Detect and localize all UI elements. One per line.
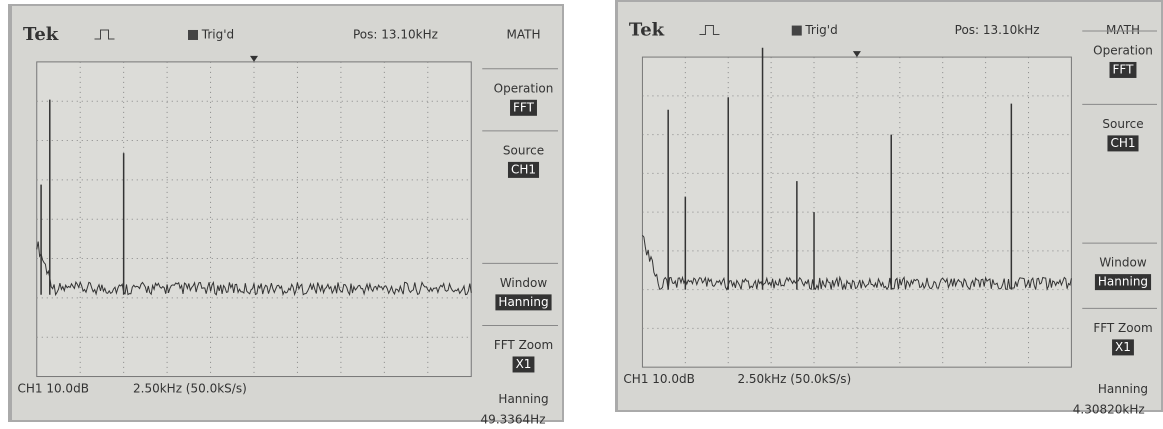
menu-label: FFT Zoom	[1093, 321, 1152, 335]
trig-icon	[791, 25, 802, 36]
menu-value: Hanning	[498, 295, 548, 309]
trigger-status: Trig'd	[804, 23, 837, 37]
menu-value: FFT	[1113, 62, 1135, 76]
trigger-status: Trig'd	[201, 27, 234, 41]
trigger-marker	[250, 55, 258, 62]
menu-label: Operation	[1093, 43, 1153, 57]
channel-scale: CH1 10.0dB	[18, 381, 89, 395]
menu-label: Source	[1102, 117, 1143, 131]
menu-label: Source	[503, 143, 544, 157]
spectrum-trace	[642, 234, 1072, 291]
pulse-icon	[94, 29, 115, 40]
window-name: Hanning	[498, 392, 548, 406]
menu-value-box	[1112, 339, 1134, 356]
pulse-icon	[699, 25, 720, 36]
menu-label: Window	[500, 276, 548, 290]
menu-value-box	[512, 356, 535, 373]
menu-label: Window	[1099, 256, 1147, 270]
menu-title: MATH	[507, 27, 541, 41]
menu-value: FFT	[513, 100, 535, 114]
menu-title: MATH	[1106, 23, 1140, 37]
menu-value-box	[1109, 61, 1137, 78]
trig-icon	[188, 29, 198, 40]
trigger-marker	[852, 51, 861, 58]
menu-value-box	[495, 294, 552, 311]
brand: Tek	[23, 24, 59, 45]
position: Pos: 13.10kHz	[353, 27, 438, 41]
menu-value: X1	[516, 357, 532, 371]
menu-value-box	[507, 161, 540, 178]
spectrum-trace	[36, 241, 472, 297]
position: Pos: 13.10kHz	[955, 23, 1040, 37]
cursor-frequency: 49.3364Hz	[481, 413, 546, 426]
menu-value: X1	[1115, 340, 1131, 354]
cursor-frequency: 4.30820kHz	[1073, 403, 1145, 417]
timebase: 2.50kHz (50.0kS/s)	[737, 372, 851, 386]
menu-value-box	[1107, 135, 1139, 152]
channel-scale: CH1 10.0dB	[623, 372, 694, 386]
timebase: 2.50kHz (50.0kS/s)	[133, 381, 247, 395]
menu-value: Hanning	[1098, 275, 1148, 289]
menu-label: FFT Zoom	[494, 338, 553, 352]
plot-area	[36, 61, 472, 378]
window-name: Hanning	[1098, 382, 1148, 396]
menu-value-box	[1094, 274, 1152, 291]
brand: Tek	[629, 20, 665, 41]
menu-value: CH1	[1110, 136, 1135, 150]
menu-value: CH1	[511, 162, 536, 176]
menu-label: Operation	[494, 81, 554, 95]
menu-value-box	[510, 99, 537, 116]
